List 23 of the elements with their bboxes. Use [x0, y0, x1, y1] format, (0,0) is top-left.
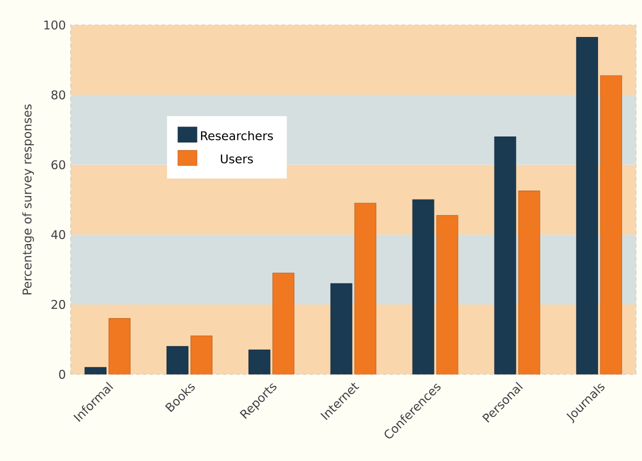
y-tick-label: 100	[44, 20, 66, 30]
bar	[84, 367, 106, 374]
y-tick-label: 0	[59, 370, 66, 379]
bar	[518, 190, 540, 374]
bar	[248, 350, 270, 374]
legend-label: Researchers	[201, 130, 273, 140]
bar	[330, 283, 352, 374]
bar	[494, 136, 516, 374]
y-tick-label: 60	[52, 160, 66, 170]
bar	[166, 346, 188, 374]
bar	[412, 199, 434, 374]
bar	[600, 75, 622, 374]
bar	[108, 318, 130, 374]
bar	[436, 215, 458, 374]
y-axis-title: Percentage of survey responses	[22, 104, 34, 294]
bar	[354, 202, 376, 374]
bar	[272, 272, 294, 374]
bar	[576, 36, 598, 374]
legend-label: Users	[220, 154, 253, 164]
y-tick-label: 20	[52, 300, 66, 309]
bar	[190, 336, 212, 374]
y-tick-label: 40	[51, 230, 66, 240]
y-tick-label: 80	[52, 90, 66, 100]
